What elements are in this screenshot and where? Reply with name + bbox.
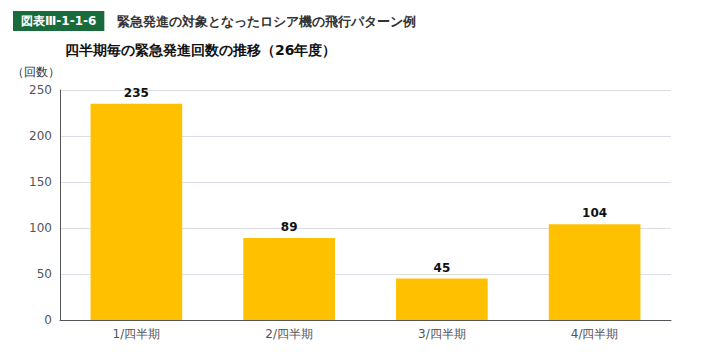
svg-text:四半期毎の緊急発進回数の推移（26年度）: 四半期毎の緊急発進回数の推移（26年度） [65, 42, 336, 58]
svg-text:100: 100 [29, 221, 52, 235]
svg-text:緊急発進の対象となったロシア機の飛行パターン例: 緊急発進の対象となったロシア機の飛行パターン例 [117, 14, 416, 29]
svg-text:150: 150 [29, 175, 52, 189]
svg-text:（回数）: （回数） [12, 65, 60, 79]
svg-text:45: 45 [434, 261, 451, 275]
svg-text:3/四半期: 3/四半期 [418, 327, 466, 341]
svg-text:図表Ⅲ-1-1-6: 図表Ⅲ-1-1-6 [21, 14, 96, 28]
svg-text:50: 50 [37, 267, 52, 281]
svg-text:200: 200 [29, 129, 52, 143]
svg-text:235: 235 [124, 86, 149, 100]
svg-text:4/四半期: 4/四半期 [571, 327, 619, 341]
svg-text:250: 250 [29, 83, 52, 97]
svg-text:2/四半期: 2/四半期 [265, 327, 313, 341]
svg-text:1/四半期: 1/四半期 [113, 327, 161, 341]
svg-text:104: 104 [582, 206, 607, 220]
svg-text:89: 89 [281, 220, 298, 234]
svg-text:0: 0 [44, 313, 52, 327]
